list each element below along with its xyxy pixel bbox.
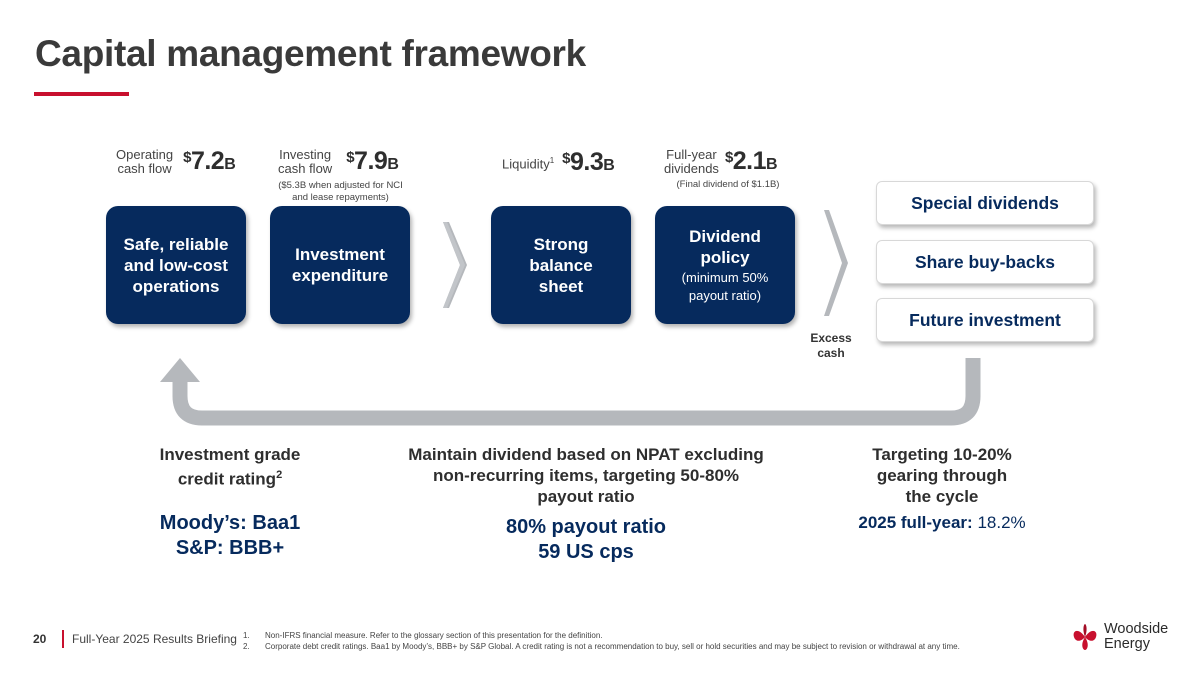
chevron-arrow-icon: [824, 210, 848, 316]
dividend-target-section: Maintain dividend based on NPAT excludin…: [408, 445, 764, 563]
option-future-investment: Future investment: [876, 298, 1094, 342]
footnotes: 1. Non-IFRS financial measure. Refer to t…: [243, 630, 960, 652]
chevron-arrow-icon: [443, 222, 467, 308]
metric-full-year-dividends: Full-year dividends $2.1B: [664, 146, 778, 176]
metric-operating-cash-flow: Operating cash flow $7.2B: [116, 146, 236, 176]
metric-value: $9.3B: [562, 148, 615, 176]
footnote-1: 1. Non-IFRS financial measure. Refer to t…: [243, 631, 603, 640]
footer-divider: [62, 630, 64, 648]
metric-label: Full-year dividends: [664, 146, 719, 176]
metric-investing-cash-flow: Investing cash flow $7.9B: [278, 146, 399, 176]
metric-label: Liquidity1: [502, 155, 555, 172]
excess-cash-label: Excess cash: [810, 331, 852, 360]
box-investment-expenditure: Investment expenditure: [270, 206, 410, 324]
box-dividend-policy: Dividend policy (minimum 50% payout rati…: [655, 206, 795, 324]
woodside-logo: Woodside Energy: [1070, 622, 1168, 652]
metric-value: $2.1B: [724, 147, 778, 175]
title-underline: [34, 92, 129, 96]
page-number: 20: [33, 632, 47, 646]
metric-value: $7.9B: [346, 147, 399, 175]
investing-note: ($5.3B when adjusted for NCI and lease r…: [278, 180, 403, 203]
metric-liquidity: Liquidity1 $9.3B: [502, 148, 615, 177]
metric-label: Operating cash flow: [116, 146, 174, 176]
box-strong-balance-sheet: Strong balance sheet: [491, 206, 631, 324]
footnote-2: 2. Corporate debt credit ratings. Baa1 by…: [243, 642, 960, 651]
dividends-note: (Final dividend of $1.1B): [676, 179, 780, 190]
option-special-dividends: Special dividends: [876, 181, 1094, 225]
metric-value: $7.2B: [183, 147, 236, 175]
metric-label: Investing cash flow: [278, 146, 333, 176]
woodside-flower-icon: [1073, 624, 1097, 650]
option-share-buy-backs: Share buy-backs: [876, 240, 1094, 284]
footer-title: Full-Year 2025 Results Briefing: [72, 632, 237, 646]
gearing-section: Targeting 10-20% gearing through the cyc…: [858, 445, 1026, 532]
box-safe-operations: Safe, reliable and low-cost operations: [106, 206, 246, 324]
credit-rating-section: Investment grade credit rating2 Moody’s:…: [159, 445, 301, 559]
page-title: Capital management framework: [35, 33, 586, 74]
